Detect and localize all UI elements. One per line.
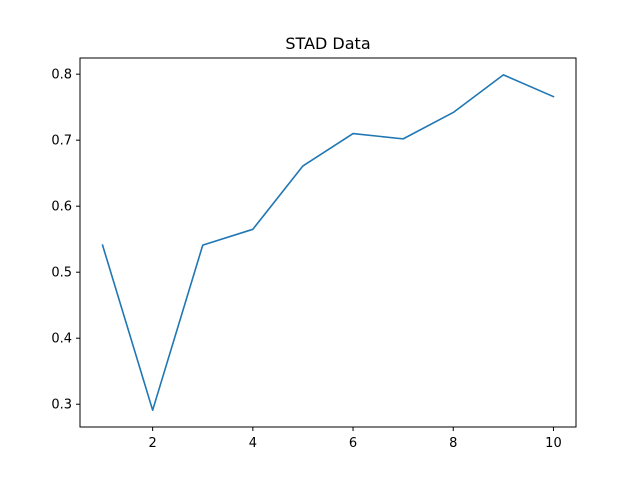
x-tick-label: 4	[249, 436, 257, 451]
y-tick-label: 0.5	[51, 266, 72, 281]
plot-frame	[79, 57, 577, 428]
y-axis: 0.3 0.4 0.5 0.6 0.7 0.8	[51, 68, 80, 413]
chart-title: STAD Data	[285, 34, 370, 53]
x-axis: 2 4 6 8 10	[149, 427, 562, 451]
y-tick-label: 0.8	[51, 68, 72, 83]
x-tick-label: 2	[149, 436, 157, 451]
x-tick-label: 10	[545, 436, 562, 451]
y-tick-label: 0.4	[51, 332, 72, 347]
y-tick-label: 0.6	[51, 200, 72, 215]
y-tick-label: 0.3	[51, 398, 72, 413]
x-tick-label: 8	[449, 436, 457, 451]
x-tick-label: 6	[349, 436, 357, 451]
series-layer	[101, 74, 555, 411]
y-tick-label: 0.7	[51, 134, 72, 149]
series-line	[101, 74, 555, 411]
